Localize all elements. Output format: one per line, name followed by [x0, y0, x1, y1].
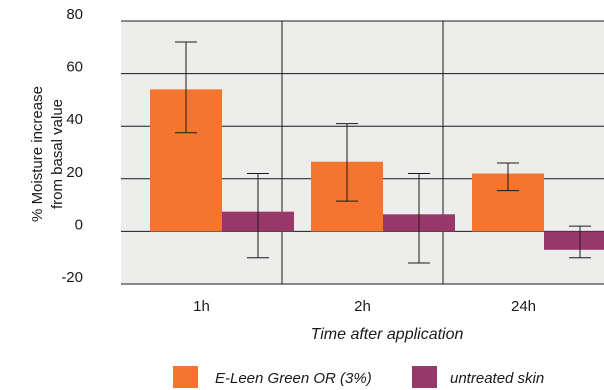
- legend-label-0: E-Leen Green OR (3%): [215, 370, 372, 387]
- y-tick-20: 20: [66, 164, 83, 181]
- bar-1-24h: [544, 231, 604, 250]
- legend-label-1: untreated skin: [450, 370, 544, 387]
- y-tick-0: 0: [75, 216, 83, 233]
- x-tick-2h: 2h: [354, 298, 371, 315]
- y-tick-labels: -20 0 20 40 60 80: [61, 6, 83, 286]
- y-tick-80: 80: [66, 6, 83, 23]
- x-tick-labels: 1h 2h 24h: [193, 298, 536, 315]
- x-tick-1h: 1h: [193, 298, 210, 315]
- error-bars: [175, 41, 591, 264]
- y-tick-60: 60: [66, 59, 83, 76]
- legend: E-Leen Green OR (3%) untreated skin: [173, 366, 544, 388]
- legend-swatch-0: [173, 366, 198, 388]
- y-tick--20: -20: [61, 269, 83, 286]
- legend-swatch-1: [412, 366, 437, 388]
- y-axis-label-line1: % Moisture increase: [29, 86, 46, 222]
- y-axis-label-line2: from basal value: [49, 99, 66, 209]
- bars: [150, 89, 604, 250]
- x-axis-title: Time after application: [311, 326, 464, 343]
- x-tick-24h: 24h: [511, 298, 536, 315]
- y-tick-40: 40: [66, 111, 83, 128]
